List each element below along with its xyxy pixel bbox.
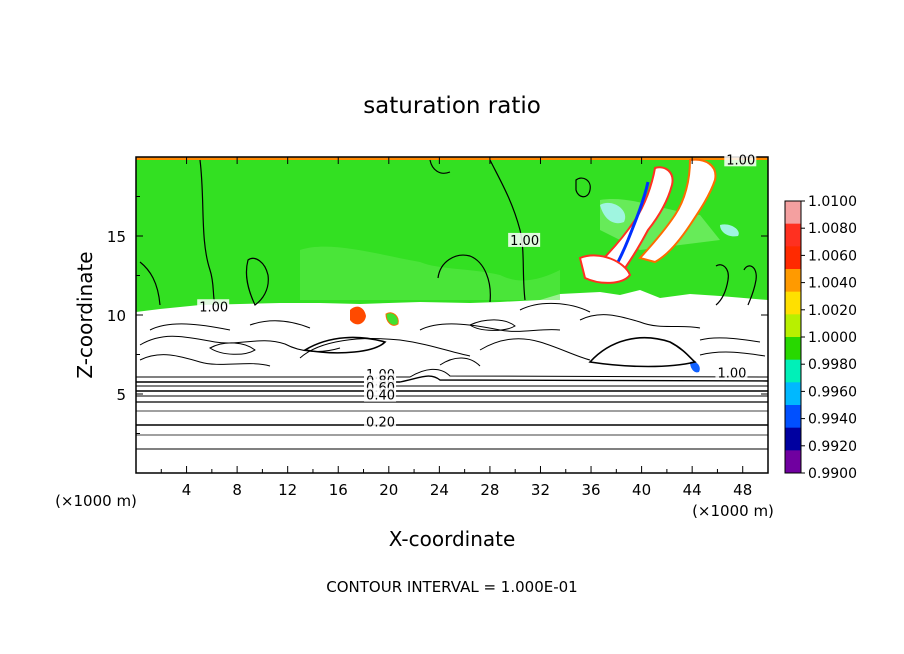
cyan-patch [600, 202, 626, 224]
x-tick-label: 12 [278, 481, 297, 499]
contour-label: 0.20 [366, 416, 395, 431]
x-tick-label: 16 [329, 481, 348, 499]
colorbar-label: 1.0080 [808, 221, 857, 237]
colorbar-band [785, 201, 801, 225]
colorbar-band [785, 450, 801, 474]
contour-label-bg [724, 152, 757, 167]
contour-labels: 1.001.001.000.800.600.400.201.001.00 [197, 152, 757, 431]
colorbar-label: 1.0000 [808, 330, 857, 346]
contour-label: 1.00 [199, 300, 228, 315]
subsaturated-streak [638, 158, 717, 264]
x-tick-label: 40 [632, 481, 651, 499]
contour-label-bg [508, 232, 541, 247]
x-tick-label: 44 [683, 481, 702, 499]
colorbar-label: 1.0020 [808, 303, 857, 319]
colorbar: 1.0100 1.0080 1.0060 1.0040 1.0020 1.0000 0.99… [784, 194, 857, 482]
colorbar-label: 1.0100 [808, 194, 857, 210]
colorbar-band [785, 359, 801, 383]
white-blob [578, 254, 632, 284]
colorbar-band [785, 427, 801, 451]
colorbar-band [785, 314, 801, 338]
blue-edge [616, 181, 650, 263]
x-axis-unit-left: (×1000 m) [55, 492, 137, 510]
supersat-spot [350, 306, 366, 325]
x-axis: 4 8 12 16 20 24 28 32 36 40 44 48 [160, 157, 752, 499]
contour-label: 0.40 [366, 389, 395, 404]
colorbar-band [785, 382, 801, 406]
contour-label: 1.00 [726, 153, 755, 168]
colorbar-band [785, 337, 801, 361]
contour-label-bg [364, 414, 397, 429]
y-axis: 5 10 15 [107, 196, 768, 434]
colorbar-band [785, 223, 801, 247]
upper-contours [139, 159, 757, 306]
colorbar-label: 0.9920 [808, 439, 857, 455]
x-axis-unit-right: (×1000 m) [692, 502, 774, 520]
supersat-spot [690, 361, 700, 373]
contour-label: 1.00 [717, 367, 746, 382]
plot-area [135, 156, 769, 474]
colorbar-label: 0.9980 [808, 357, 857, 373]
contour-label-bg [715, 365, 748, 380]
colorbar-label: 0.9960 [808, 384, 857, 400]
x-tick-label: 28 [480, 481, 499, 499]
colorbar-band [785, 269, 801, 293]
colorbar-band [785, 291, 801, 315]
colorbar-band [785, 246, 801, 270]
contour-label-bg [197, 299, 230, 314]
colorbar-label: 1.0060 [808, 248, 857, 264]
cyan-patch [720, 224, 739, 237]
x-tick-label: 4 [182, 481, 192, 499]
x-tick-label: 8 [232, 481, 242, 499]
x-tick-label: 36 [581, 481, 600, 499]
horizontal-contours [136, 368, 768, 450]
colorbar-label: 1.0040 [808, 276, 857, 292]
contour-interval-note: CONTOUR INTERVAL = 1.000E-01 [326, 578, 577, 596]
y-tick-label: 15 [107, 228, 126, 246]
top-supersaturation-strip [136, 157, 768, 160]
colorbar-label: 0.9900 [808, 466, 857, 482]
x-tick-label: 48 [733, 481, 752, 499]
cloud-layer-contours [139, 302, 766, 368]
colorbar-label: 0.9940 [808, 412, 857, 428]
supersat-spot [385, 312, 399, 326]
contour-label: 1.00 [510, 234, 539, 249]
y-tick-label: 10 [107, 307, 126, 325]
x-axis-label: X-coordinate [389, 527, 516, 551]
x-tick-label: 24 [430, 481, 449, 499]
colorbar-band [785, 405, 801, 429]
y-tick-label: 5 [116, 386, 126, 404]
x-tick-label: 32 [531, 481, 550, 499]
y-axis-label: Z-coordinate [73, 251, 97, 378]
chart-title: saturation ratio [363, 93, 541, 119]
cloud-light-patch [300, 246, 560, 300]
contour-label-bg [364, 387, 397, 402]
x-tick-label: 20 [379, 481, 398, 499]
